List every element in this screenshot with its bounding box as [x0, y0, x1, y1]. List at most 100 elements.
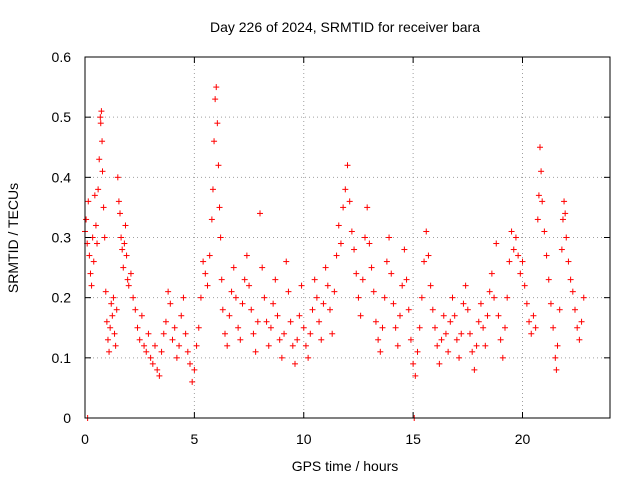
data-point [235, 324, 242, 331]
data-point [101, 234, 108, 241]
data-point [209, 186, 216, 193]
data-point [167, 300, 174, 307]
data-point [259, 264, 266, 271]
data-point [471, 366, 478, 373]
data-point [379, 324, 386, 331]
data-point [370, 288, 377, 295]
data-point [252, 348, 259, 355]
data-point [562, 210, 569, 217]
data-point [107, 324, 114, 331]
data-point [119, 246, 126, 253]
data-point [381, 294, 388, 301]
data-point [117, 210, 123, 217]
data-point [263, 318, 270, 325]
data-point [497, 336, 504, 343]
data-point [320, 300, 327, 307]
data-point [124, 276, 131, 283]
data-point [414, 348, 421, 355]
x-tick-label: 5 [190, 431, 198, 447]
y-tick-label: 0.6 [52, 49, 72, 65]
data-point [462, 282, 469, 289]
data-point [318, 336, 325, 343]
data-point [248, 306, 255, 313]
data-point [359, 276, 366, 283]
data-point [576, 336, 583, 343]
chart-title: Day 226 of 2024, SRMTID for receiver bar… [210, 19, 480, 35]
data-point [565, 258, 572, 265]
data-point [528, 330, 535, 337]
data-point [272, 276, 279, 283]
data-point [215, 162, 222, 169]
data-point [580, 294, 587, 301]
data-point [508, 228, 515, 235]
data-point [246, 282, 253, 289]
data-point [521, 282, 528, 289]
data-point [537, 144, 543, 151]
data-point [538, 168, 545, 175]
grid [85, 57, 610, 418]
data-point [410, 360, 417, 367]
data-point [302, 342, 309, 349]
data-point [556, 306, 563, 313]
data-point [469, 348, 476, 355]
data-point [287, 318, 294, 325]
data-point [296, 312, 303, 319]
data-point [451, 312, 458, 319]
data-point [512, 234, 519, 241]
data-point [506, 258, 513, 265]
data-point [281, 330, 288, 337]
data-point [241, 276, 248, 283]
data-point [355, 294, 362, 301]
data-point [110, 294, 117, 301]
data-point [377, 348, 384, 355]
data-point [109, 312, 116, 319]
data-point [311, 276, 318, 283]
data-point [191, 366, 198, 373]
data-point [353, 270, 360, 277]
y-tick-label: 0 [63, 410, 71, 426]
data-point [193, 342, 200, 349]
data-point [216, 204, 223, 211]
axis-ticks: 0 0.1 0.2 0.3 0.4 0.5 0.6 0 5 10 15 20 [52, 49, 610, 447]
x-tick-label: 20 [515, 431, 531, 447]
data-point [388, 270, 395, 277]
data-point [132, 306, 139, 313]
data-point [561, 198, 568, 205]
data-point [558, 246, 565, 253]
y-axis-label: SRMTID / TECUs [5, 183, 21, 293]
data-point [97, 120, 104, 127]
data-point [394, 342, 401, 349]
data-point [572, 306, 578, 313]
data-point [442, 330, 449, 337]
data-point [219, 306, 226, 313]
data-point [208, 216, 215, 223]
x-tick-label: 10 [296, 431, 312, 447]
data-point [211, 138, 218, 145]
data-point [445, 348, 452, 355]
data-point [427, 282, 434, 289]
data-point [184, 348, 191, 355]
data-point [162, 318, 169, 325]
data-point [96, 156, 103, 163]
data-point [541, 228, 548, 235]
data-point [232, 294, 239, 301]
data-point [344, 162, 351, 169]
data-point [563, 234, 570, 241]
data-point [486, 288, 493, 295]
data-point [440, 312, 447, 319]
data-point [138, 312, 145, 319]
data-point [351, 246, 358, 253]
data-point [94, 240, 101, 247]
data-point [386, 234, 393, 241]
data-point [429, 306, 436, 313]
data-point [392, 324, 399, 331]
data-point [432, 324, 438, 331]
data-point [226, 312, 233, 319]
data-point [335, 222, 342, 229]
data-point [127, 270, 134, 277]
data-point [484, 312, 491, 319]
data-point [180, 294, 187, 301]
data-point [553, 366, 560, 373]
data-point [510, 246, 517, 253]
